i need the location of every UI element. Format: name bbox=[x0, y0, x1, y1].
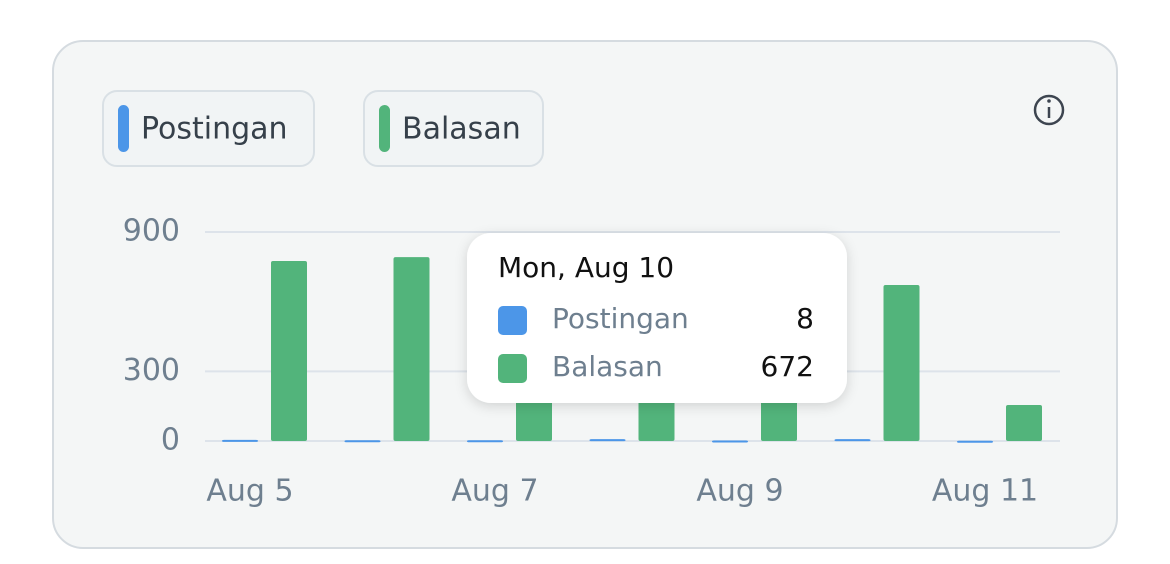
tooltip-swatch bbox=[498, 306, 527, 335]
legend-label: Postingan bbox=[141, 112, 288, 147]
bar bbox=[344, 440, 381, 443]
x-tick-label: Aug 7 bbox=[451, 474, 538, 509]
bar bbox=[1006, 405, 1042, 441]
bar bbox=[957, 440, 993, 443]
bar bbox=[393, 257, 430, 441]
bar bbox=[467, 440, 503, 443]
bar bbox=[712, 440, 748, 443]
tooltip-label: Balasan bbox=[552, 350, 663, 383]
legend-pill[interactable] bbox=[363, 90, 544, 167]
y-tick-label: 300 bbox=[123, 353, 180, 388]
tooltip-label: Postingan bbox=[552, 302, 689, 335]
x-tick-label: Aug 5 bbox=[206, 474, 293, 509]
legend-swatch bbox=[379, 105, 390, 152]
x-tick-label: Aug 9 bbox=[696, 474, 783, 509]
bar bbox=[271, 261, 307, 441]
tooltip-value: 8 bbox=[796, 302, 814, 335]
x-tick-label: Aug 11 bbox=[932, 474, 1038, 509]
bar bbox=[589, 439, 626, 442]
tooltip-value: 672 bbox=[761, 350, 814, 383]
tooltip bbox=[467, 233, 847, 403]
info-icon[interactable] bbox=[1033, 94, 1065, 126]
bar bbox=[222, 439, 258, 442]
tooltip-swatch bbox=[498, 354, 527, 383]
legend-label: Balasan bbox=[402, 112, 521, 147]
bar bbox=[883, 284, 920, 441]
y-tick-label: 0 bbox=[161, 423, 180, 458]
y-tick-label: 900 bbox=[123, 214, 180, 249]
tooltip-title: Mon, Aug 10 bbox=[498, 251, 674, 284]
legend-pill[interactable] bbox=[102, 90, 315, 167]
legend-swatch bbox=[118, 105, 129, 152]
bar bbox=[834, 439, 871, 442]
